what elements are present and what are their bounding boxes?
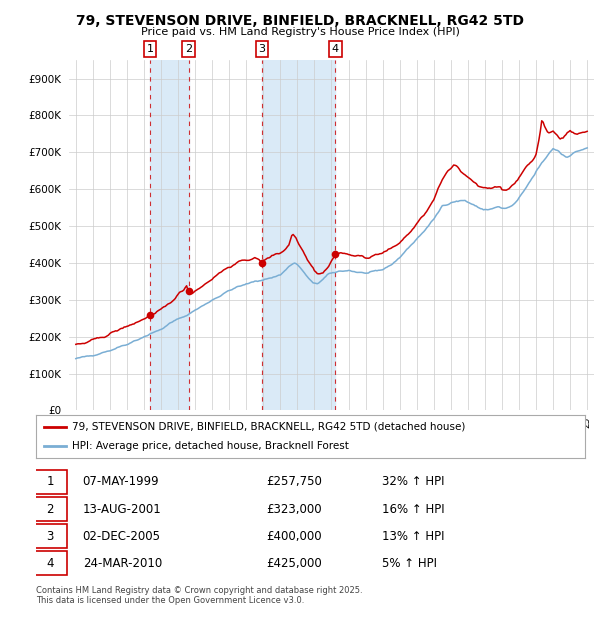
Text: 07-MAY-1999: 07-MAY-1999: [83, 476, 159, 489]
Text: 4: 4: [47, 557, 54, 570]
Text: 4: 4: [332, 44, 339, 54]
Text: 1: 1: [146, 44, 154, 54]
Text: 24-MAR-2010: 24-MAR-2010: [83, 557, 162, 570]
Text: 13-AUG-2001: 13-AUG-2001: [83, 503, 161, 515]
FancyBboxPatch shape: [33, 497, 67, 521]
Text: HPI: Average price, detached house, Bracknell Forest: HPI: Average price, detached house, Brac…: [71, 441, 349, 451]
Bar: [150, 60, 188, 410]
Text: 79, STEVENSON DRIVE, BINFIELD, BRACKNELL, RG42 5TD (detached house): 79, STEVENSON DRIVE, BINFIELD, BRACKNELL…: [71, 422, 465, 432]
Text: 02-DEC-2005: 02-DEC-2005: [83, 529, 161, 542]
Text: 16% ↑ HPI: 16% ↑ HPI: [382, 503, 445, 515]
FancyBboxPatch shape: [33, 525, 67, 548]
Text: 3: 3: [259, 44, 265, 54]
Text: £257,750: £257,750: [266, 476, 322, 489]
Text: 13% ↑ HPI: 13% ↑ HPI: [382, 529, 445, 542]
Text: 1: 1: [47, 476, 54, 489]
Text: Price paid vs. HM Land Registry's House Price Index (HPI): Price paid vs. HM Land Registry's House …: [140, 27, 460, 37]
Text: £425,000: £425,000: [266, 557, 322, 570]
Text: 5% ↑ HPI: 5% ↑ HPI: [382, 557, 437, 570]
Bar: [262, 60, 335, 410]
Text: 3: 3: [47, 529, 54, 542]
FancyBboxPatch shape: [33, 470, 67, 494]
Text: 32% ↑ HPI: 32% ↑ HPI: [382, 476, 445, 489]
Text: 2: 2: [185, 44, 192, 54]
Text: 2: 2: [47, 503, 54, 515]
Text: £400,000: £400,000: [266, 529, 322, 542]
FancyBboxPatch shape: [33, 551, 67, 575]
Text: Contains HM Land Registry data © Crown copyright and database right 2025.
This d: Contains HM Land Registry data © Crown c…: [36, 586, 362, 605]
Text: £323,000: £323,000: [266, 503, 322, 515]
Text: 79, STEVENSON DRIVE, BINFIELD, BRACKNELL, RG42 5TD: 79, STEVENSON DRIVE, BINFIELD, BRACKNELL…: [76, 14, 524, 28]
